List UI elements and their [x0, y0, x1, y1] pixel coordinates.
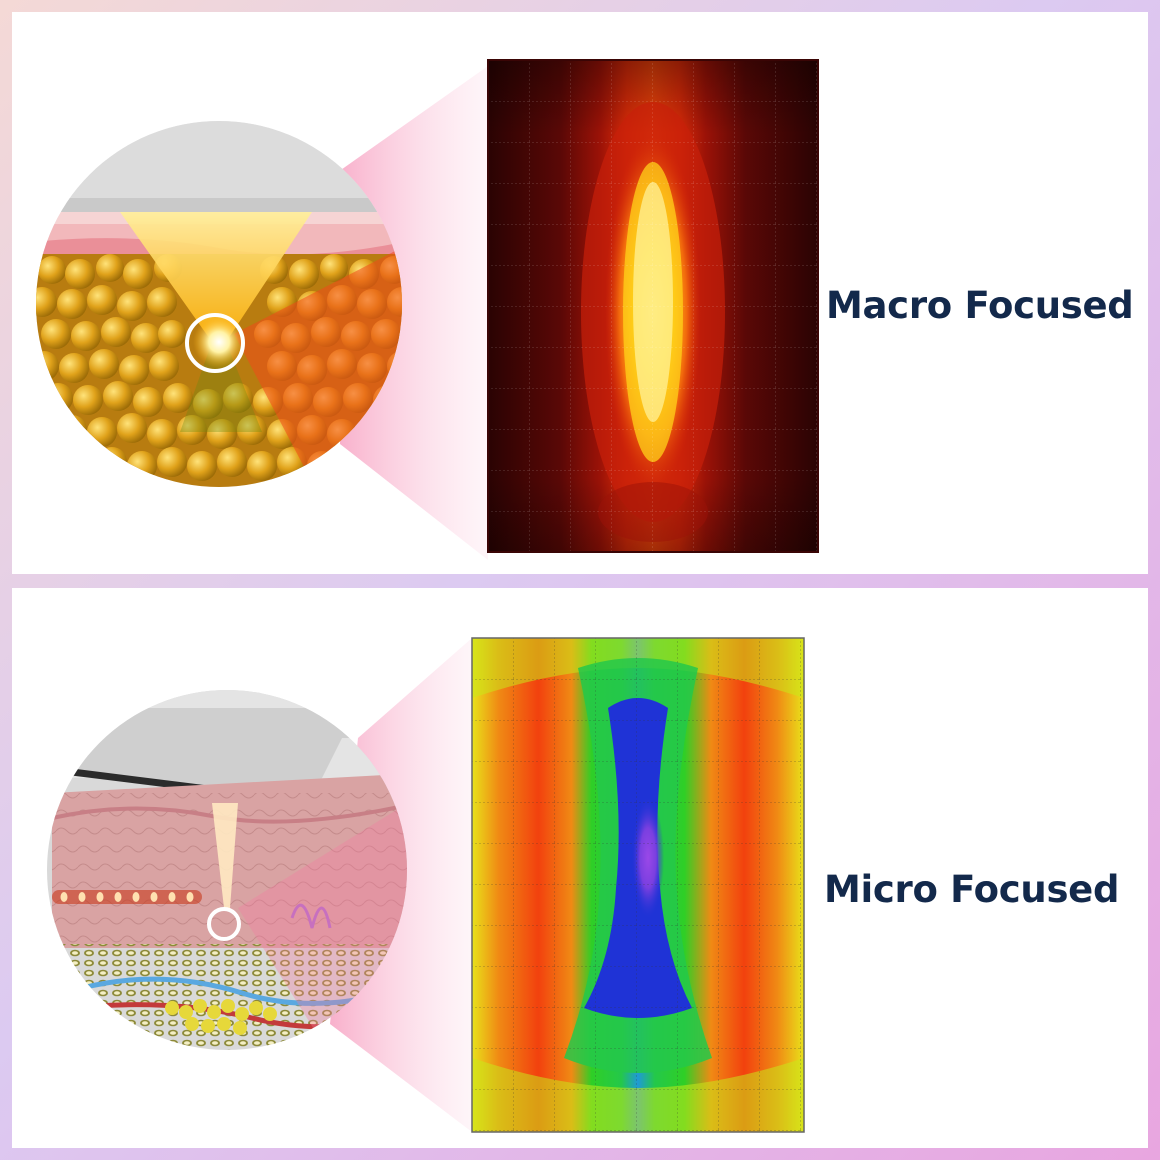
macro-heatmap: [488, 60, 818, 552]
micro-focused-label: Micro Focused: [824, 868, 1119, 911]
micro-panel: Micro Focused: [12, 588, 1148, 1148]
macro-panel: Macro Focused: [12, 12, 1148, 574]
macro-focused-label: Macro Focused: [826, 284, 1133, 327]
thermal-coagulation-points: [52, 890, 202, 904]
micro-heatmap: [472, 638, 804, 1132]
